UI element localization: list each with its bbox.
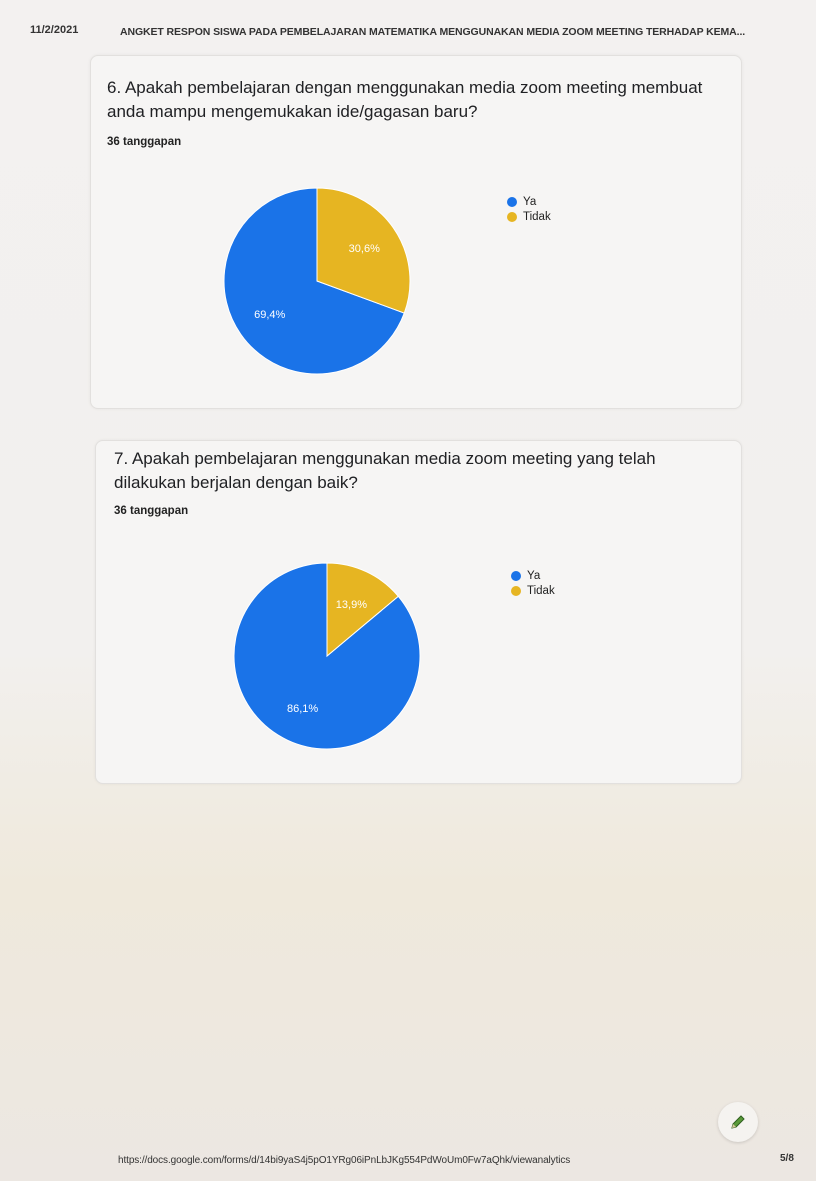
legend-label: Ya xyxy=(523,196,536,208)
legend-swatch xyxy=(507,197,517,207)
pencil-icon xyxy=(728,1112,748,1132)
question-card-7: 7. Apakah pembelajaran menggunakan media… xyxy=(95,440,742,784)
page-header-title: ANGKET RESPON SISWA PADA PEMBELAJARAN MA… xyxy=(120,26,810,38)
pie-data-label: 30,6% xyxy=(349,243,380,255)
question-card-6: 6. Apakah pembelajaran dengan menggunaka… xyxy=(90,55,742,409)
legend-swatch xyxy=(511,571,521,581)
question-title: 6. Apakah pembelajaran dengan menggunaka… xyxy=(107,76,707,124)
legend-item-ya: Ya xyxy=(511,568,555,583)
pie-data-label: 13,9% xyxy=(336,599,367,611)
pie-data-label: 86,1% xyxy=(287,703,318,715)
page-number: 5/8 xyxy=(780,1153,794,1164)
footer-url: https://docs.google.com/forms/d/14bi9yaS… xyxy=(118,1155,570,1166)
page-date: 11/2/2021 xyxy=(30,24,78,36)
chart-legend: Ya Tidak xyxy=(507,194,551,224)
edit-button[interactable] xyxy=(718,1102,758,1142)
legend-swatch xyxy=(507,212,517,222)
legend-item-tidak: Tidak xyxy=(511,583,555,598)
legend-label: Tidak xyxy=(523,211,551,223)
response-count: 36 tanggapan xyxy=(107,136,181,148)
legend-item-ya: Ya xyxy=(507,194,551,209)
pie-chart: 69,4% 30,6% xyxy=(222,186,412,376)
question-title: 7. Apakah pembelajaran menggunakan media… xyxy=(114,447,714,495)
legend-label: Tidak xyxy=(527,585,555,597)
pie-chart: 86,1% 13,9% xyxy=(232,561,422,751)
legend-item-tidak: Tidak xyxy=(507,209,551,224)
legend-label: Ya xyxy=(527,570,540,582)
chart-legend: Ya Tidak xyxy=(511,568,555,598)
legend-swatch xyxy=(511,586,521,596)
response-count: 36 tanggapan xyxy=(114,505,188,517)
pie-data-label: 69,4% xyxy=(254,309,285,321)
